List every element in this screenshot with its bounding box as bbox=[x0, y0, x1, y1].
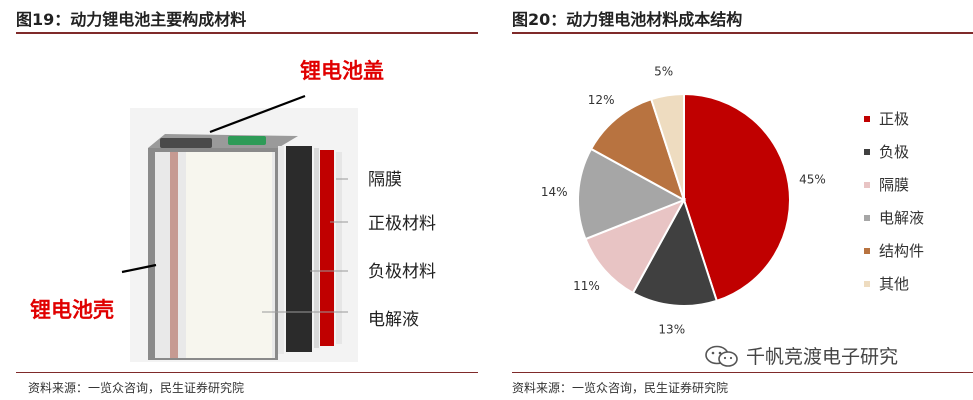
left-source-rule bbox=[16, 372, 478, 373]
layer-sheet-1 bbox=[278, 146, 284, 354]
battery-diagram: 锂电池盖 锂电池壳 隔膜 正极材料 负极材料 电解液 bbox=[30, 59, 436, 362]
separator-label: 隔膜 bbox=[368, 170, 402, 190]
cap-terminal-left bbox=[160, 138, 212, 148]
shell-leader-line bbox=[121, 263, 157, 274]
left-title-rule bbox=[16, 32, 478, 34]
anode-sheet bbox=[286, 146, 312, 352]
pie-slice-5 bbox=[589, 97, 686, 203]
cap-terminal-right bbox=[228, 136, 266, 145]
legend-swatch-3 bbox=[864, 182, 870, 188]
pie-value-label-5: 12% bbox=[588, 93, 615, 107]
wechat-watermark: 千帆竞渡电子研究 bbox=[704, 342, 898, 369]
legend-label-3: 隔膜 bbox=[879, 176, 909, 194]
right-figure-panel: 图20：动力锂电池材料成本结构 45% 13% 11% 14% 12% 5% 正极负极隔膜… bbox=[500, 0, 973, 400]
pie-value-label-2: 13% bbox=[658, 322, 685, 336]
electrolyte-label: 电解液 bbox=[368, 310, 419, 330]
pie-value-label-6: 5% bbox=[654, 65, 673, 79]
legend-label-4: 电解液 bbox=[879, 209, 924, 227]
left-figure-panel: 图19：动力锂电池主要构成材料 锂电池盖 锂电池壳 隔膜 正极材料 负极材料 电… bbox=[0, 0, 478, 400]
cap-label: 锂电池盖 bbox=[300, 59, 384, 83]
pie-slice-4 bbox=[577, 147, 687, 241]
watermark-text: 千帆竞渡电子研究 bbox=[746, 346, 899, 368]
legend-swatch-6 bbox=[864, 281, 870, 287]
cap-leader-line bbox=[209, 94, 306, 134]
pie-slice-2 bbox=[631, 197, 719, 307]
cathode-sheet bbox=[320, 150, 334, 346]
pie-value-label-1: 45% bbox=[799, 173, 826, 187]
shell-label: 锂电池壳 bbox=[30, 298, 114, 322]
right-source-rule bbox=[512, 372, 973, 373]
anode-label: 负极材料 bbox=[368, 262, 436, 282]
legend-label-1: 正极 bbox=[879, 110, 909, 128]
right-figure-title: 图20：动力锂电池材料成本结构 bbox=[512, 10, 743, 29]
pie-slice-1 bbox=[683, 92, 791, 303]
right-title-rule bbox=[512, 32, 973, 34]
cathode-label: 正极材料 bbox=[368, 214, 436, 234]
pie-slice-3 bbox=[584, 198, 687, 295]
legend-swatch-2 bbox=[864, 149, 870, 155]
legend-label-6: 其他 bbox=[879, 275, 909, 293]
layer-sheet-2 bbox=[336, 152, 342, 344]
right-source-note: 资料来源：一览众咨询，民生证券研究院 bbox=[512, 381, 729, 395]
wechat-icon bbox=[705, 345, 738, 367]
left-source-note: 资料来源：一览众咨询，民生证券研究院 bbox=[28, 381, 245, 395]
battery-front-sheet bbox=[186, 152, 272, 358]
left-figure-title: 图19：动力锂电池主要构成材料 bbox=[16, 10, 247, 29]
pie-slice-6 bbox=[649, 92, 685, 201]
legend-swatch-5 bbox=[864, 248, 870, 254]
legend-swatch-4 bbox=[864, 215, 870, 221]
legend-label-2: 负极 bbox=[879, 143, 909, 161]
battery-edge-stripe bbox=[170, 152, 178, 358]
separator-sheet bbox=[314, 148, 319, 348]
pie-value-label-4: 14% bbox=[541, 185, 568, 199]
legend-swatch-1 bbox=[864, 116, 870, 122]
legend-label-5: 结构件 bbox=[879, 242, 924, 260]
pie-value-label-3: 11% bbox=[573, 279, 600, 293]
